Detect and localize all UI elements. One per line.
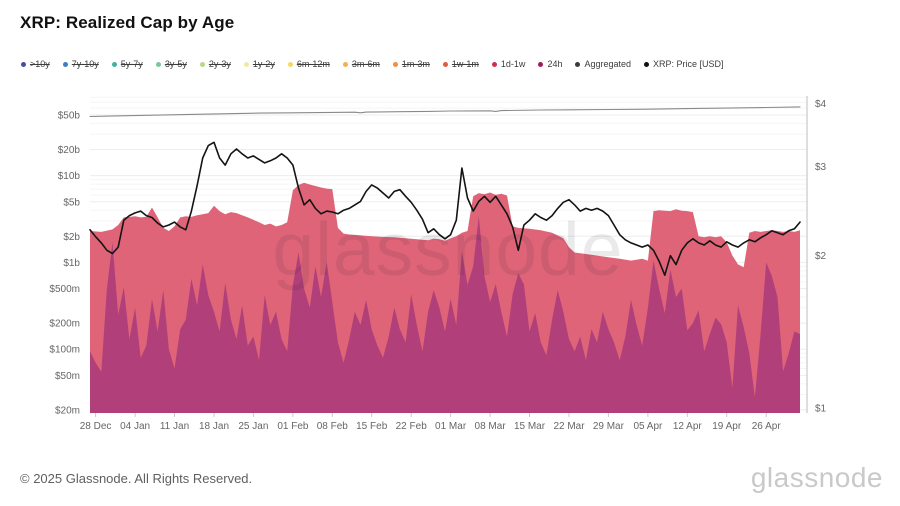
axis-tick-label: 25 Jan — [238, 421, 268, 432]
legend-item-label: Aggregated — [584, 59, 632, 69]
axis-tick-label: 29 Mar — [593, 421, 625, 432]
legend-item-label: 2y-3y — [208, 59, 231, 69]
axis-tick-label: $100m — [49, 345, 80, 356]
legend-item-label: 5y-7y — [120, 59, 143, 69]
axis-tick-label: $50m — [55, 371, 80, 382]
legend-item-xrp-price-usd-[interactable]: XRP: Price [USD] — [644, 59, 724, 69]
axis-tick-label: 22 Feb — [396, 421, 428, 432]
legend-dot — [199, 61, 205, 67]
legend-dot — [442, 61, 448, 67]
axis-tick-label: $5b — [63, 197, 80, 208]
axis-tick-label: 15 Mar — [514, 421, 546, 432]
legend-item-aggregated[interactable]: Aggregated — [575, 59, 631, 69]
legend-item-1m-3m[interactable]: 1m-3m — [392, 59, 430, 69]
legend-dot — [342, 61, 348, 67]
legend-item-7y-10y[interactable]: 7y-10y — [62, 59, 99, 69]
axis-tick-label: 05 Apr — [633, 421, 663, 432]
legend-item-24h[interactable]: 24h — [538, 59, 562, 69]
axis-tick-label: 11 Jan — [160, 421, 189, 432]
x-axis-labels: 28 Dec 04 Jan 11 Jan 18 Jan 25 Jan 01 Feb 08 F… — [80, 421, 782, 432]
legend-item--10y[interactable]: >10y — [21, 59, 50, 69]
x-axis-ticks — [95, 413, 767, 417]
legend: >10y 7y-10y 5y-7y 3y-5y 2y-3y 1y-2y 6m-12m 3m-6… — [21, 59, 724, 69]
legend-item-label: 3y-5y — [164, 59, 187, 69]
line-aggregated — [89, 106, 801, 118]
axis-tick-label: $20b — [58, 145, 81, 156]
legend-dot — [392, 61, 398, 67]
axis-tick-label: $200m — [49, 319, 80, 330]
axis-tick-label: 18 Jan — [199, 421, 229, 432]
legend-item-2y-3y[interactable]: 2y-3y — [199, 59, 231, 69]
axis-tick-label: 08 Mar — [475, 421, 507, 432]
legend-dot — [575, 61, 581, 67]
legend-item-1d-1w[interactable]: 1d-1w — [491, 59, 526, 69]
axis-tick-label: 08 Feb — [317, 421, 349, 432]
area-24h — [90, 216, 800, 413]
axis-tick-label: 04 Jan — [120, 421, 150, 432]
axis-tick-label: $10b — [58, 171, 81, 182]
legend-item-1y-2y[interactable]: 1y-2y — [243, 59, 275, 69]
copyright: © 2025 Glassnode. All Rights Reserved. — [20, 471, 253, 486]
legend-dot — [287, 61, 293, 67]
legend-dot — [111, 61, 117, 67]
legend-dot — [491, 61, 497, 67]
axis-tick-label: 28 Dec — [80, 421, 112, 432]
axis-tick-label: $50b — [58, 111, 81, 122]
axis-tick-label: 12 Apr — [673, 421, 703, 432]
glassnode-logo: glassnode — [750, 462, 883, 493]
axis-tick-label: 19 Apr — [712, 421, 742, 432]
axis-tick-label: $2 — [815, 251, 827, 262]
legend-item-label: 3m-6m — [351, 59, 380, 69]
legend-item-6m-12m[interactable]: 6m-12m — [287, 59, 330, 69]
legend-dot — [155, 61, 161, 67]
right-axis-labels: $4 $3 $2 $1 — [815, 99, 827, 415]
axis-tick-label: 26 Apr — [752, 421, 782, 432]
axis-tick-label: $1b — [63, 258, 80, 269]
legend-dot — [243, 61, 249, 67]
legend-dot — [644, 61, 650, 67]
legend-item-5y-7y[interactable]: 5y-7y — [111, 59, 143, 69]
legend-item-label: 1y-2y — [252, 59, 275, 69]
legend-item-3m-6m[interactable]: 3m-6m — [342, 59, 380, 69]
axis-tick-label: $500m — [49, 284, 80, 295]
chart-title: XRP: Realized Cap by Age — [20, 13, 235, 32]
axis-tick-label: $20m — [55, 405, 80, 416]
axis-tick-label: $3 — [815, 162, 827, 173]
axis-tick-label: 01 Mar — [435, 421, 467, 432]
legend-item-3y-5y[interactable]: 3y-5y — [155, 59, 187, 69]
legend-item-label: 1d-1w — [500, 59, 526, 69]
legend-item-label: >10y — [30, 59, 50, 69]
legend-dot — [538, 61, 544, 67]
axis-tick-label: $1 — [815, 404, 827, 415]
legend-item-label: 1m-3m — [401, 59, 430, 69]
legend-item-1w-1m[interactable]: 1w-1m — [442, 59, 479, 69]
left-axis-labels: $50b $20b $10b $5b $2b $1b $500m $200m $100m $50m… — [49, 111, 80, 417]
legend-item-label: 7y-10y — [71, 59, 99, 69]
legend-item-label: 24h — [547, 59, 563, 69]
axis-tick-label: $4 — [815, 99, 827, 110]
line-xrp-price-usd- — [89, 141, 801, 276]
axis-tick-label: 01 Feb — [277, 421, 309, 432]
axis-tick-label: $2b — [63, 232, 80, 243]
legend-dot — [62, 61, 68, 67]
axis-tick-label: 15 Feb — [356, 421, 388, 432]
axis-tick-label: 22 Mar — [553, 421, 585, 432]
legend-dot — [21, 61, 26, 67]
legend-item-label: XRP: Price [USD] — [653, 59, 724, 69]
legend-item-label: 1w-1m — [451, 59, 479, 69]
legend-item-label: 6m-12m — [296, 59, 330, 69]
